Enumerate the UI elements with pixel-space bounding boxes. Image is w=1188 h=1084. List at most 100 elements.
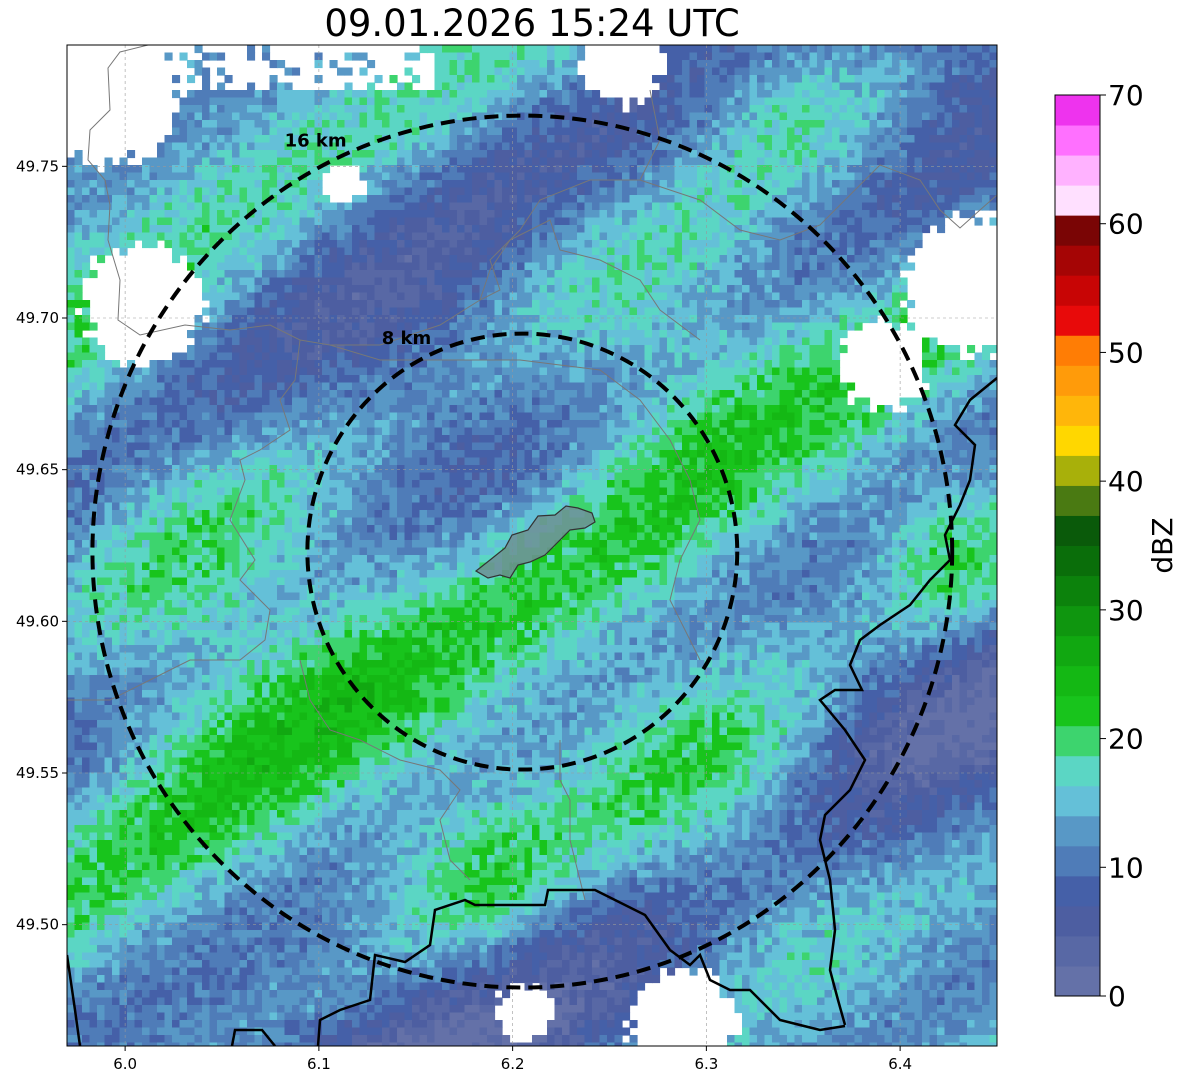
reflectivity-cell <box>382 353 390 361</box>
reflectivity-cell <box>292 98 300 106</box>
reflectivity-cell <box>180 203 188 211</box>
reflectivity-cell <box>652 270 660 278</box>
reflectivity-cell <box>667 345 675 353</box>
reflectivity-cell <box>757 323 765 331</box>
reflectivity-cell <box>532 188 540 196</box>
reflectivity-cell <box>187 240 195 248</box>
reflectivity-cell <box>225 240 233 248</box>
reflectivity-cell <box>210 218 218 226</box>
reflectivity-cell <box>240 270 248 278</box>
reflectivity-cell <box>645 218 653 226</box>
reflectivity-cell <box>772 353 780 361</box>
reflectivity-cell <box>705 255 713 263</box>
reflectivity-cell <box>697 398 705 406</box>
reflectivity-cell <box>495 188 503 196</box>
reflectivity-cell <box>975 398 983 406</box>
reflectivity-cell <box>330 353 338 361</box>
reflectivity-cell <box>202 368 210 376</box>
reflectivity-cell <box>660 353 668 361</box>
reflectivity-cell <box>570 345 578 353</box>
reflectivity-cell <box>712 338 720 346</box>
reflectivity-cell <box>817 53 825 61</box>
reflectivity-cell <box>810 60 818 68</box>
reflectivity-cell <box>795 323 803 331</box>
reflectivity-cell <box>495 195 503 203</box>
reflectivity-cell <box>862 113 870 121</box>
reflectivity-cell <box>210 128 218 136</box>
reflectivity-cell <box>607 255 615 263</box>
reflectivity-cell <box>600 248 608 256</box>
reflectivity-cell <box>555 158 563 166</box>
reflectivity-cell <box>75 255 83 263</box>
reflectivity-cell <box>502 45 510 53</box>
reflectivity-cell <box>510 270 518 278</box>
reflectivity-cell <box>660 270 668 278</box>
reflectivity-cell <box>367 263 375 271</box>
reflectivity-cell <box>412 240 420 248</box>
reflectivity-cell <box>495 368 503 376</box>
reflectivity-cell <box>870 315 878 323</box>
reflectivity-cell <box>262 353 270 361</box>
reflectivity-cell <box>697 390 705 398</box>
reflectivity-cell <box>600 128 608 136</box>
reflectivity-cell <box>532 210 540 218</box>
reflectivity-cell <box>750 68 758 76</box>
reflectivity-cell <box>570 158 578 166</box>
reflectivity-cell <box>165 375 173 383</box>
reflectivity-cell <box>202 113 210 121</box>
reflectivity-cell <box>870 278 878 286</box>
reflectivity-cell <box>465 390 473 398</box>
reflectivity-cell <box>847 233 855 241</box>
reflectivity-cell <box>675 300 683 308</box>
reflectivity-cell <box>787 120 795 128</box>
reflectivity-cell <box>960 390 968 398</box>
reflectivity-cell <box>360 210 368 218</box>
reflectivity-cell <box>300 375 308 383</box>
reflectivity-cell <box>195 120 203 128</box>
reflectivity-cell <box>945 105 953 113</box>
reflectivity-cell <box>832 293 840 301</box>
reflectivity-cell <box>540 285 548 293</box>
reflectivity-cell <box>930 75 938 83</box>
reflectivity-cell <box>885 270 893 278</box>
reflectivity-cell <box>622 255 630 263</box>
reflectivity-cell <box>645 240 653 248</box>
reflectivity-cell <box>105 375 113 383</box>
reflectivity-cell <box>285 158 293 166</box>
reflectivity-cell <box>562 285 570 293</box>
reflectivity-cell <box>660 323 668 331</box>
reflectivity-cell <box>750 308 758 316</box>
reflectivity-cell <box>555 263 563 271</box>
reflectivity-cell <box>270 330 278 338</box>
reflectivity-cell <box>232 188 240 196</box>
reflectivity-cell <box>967 68 975 76</box>
reflectivity-cell <box>367 180 375 188</box>
reflectivity-cell <box>555 255 563 263</box>
reflectivity-cell <box>285 225 293 233</box>
reflectivity-cell <box>652 323 660 331</box>
reflectivity-cell <box>412 233 420 241</box>
reflectivity-cell <box>802 398 810 406</box>
reflectivity-cell <box>247 368 255 376</box>
reflectivity-cell <box>952 60 960 68</box>
reflectivity-cell <box>352 240 360 248</box>
reflectivity-cell <box>420 293 428 301</box>
reflectivity-cell <box>780 45 788 53</box>
reflectivity-cell <box>750 105 758 113</box>
reflectivity-cell <box>337 98 345 106</box>
reflectivity-cell <box>97 180 105 188</box>
reflectivity-cell <box>832 345 840 353</box>
reflectivity-cell <box>142 390 150 398</box>
reflectivity-cell <box>82 270 90 278</box>
reflectivity-cell <box>877 105 885 113</box>
reflectivity-cell <box>757 398 765 406</box>
reflectivity-cell <box>742 353 750 361</box>
reflectivity-cell <box>172 225 180 233</box>
reflectivity-cell <box>67 278 75 286</box>
reflectivity-cell <box>97 225 105 233</box>
reflectivity-cell <box>330 210 338 218</box>
reflectivity-cell <box>187 345 195 353</box>
reflectivity-cell <box>367 345 375 353</box>
reflectivity-cell <box>795 293 803 301</box>
reflectivity-cell <box>802 53 810 61</box>
